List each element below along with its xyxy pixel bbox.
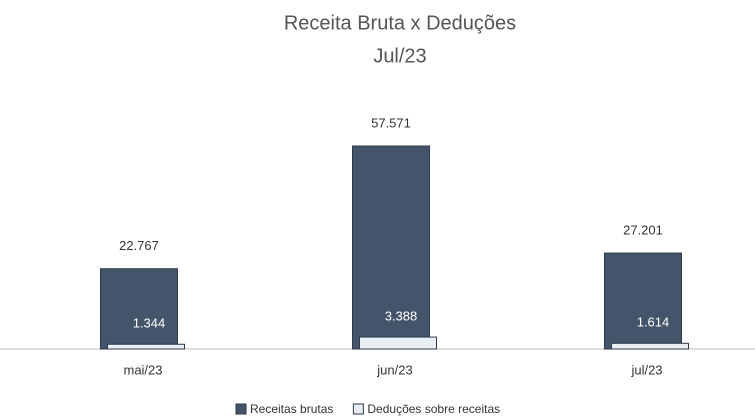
data-label: 22.767 <box>119 238 159 253</box>
bar <box>107 343 185 350</box>
chart-title: Receita Bruta x Deduções <box>284 12 516 34</box>
data-label: 3.388 <box>385 308 418 323</box>
data-label: 57.571 <box>371 115 411 130</box>
x-tick-label: jul/23 <box>630 362 662 377</box>
bar <box>604 252 682 350</box>
bar <box>100 268 178 350</box>
bar <box>611 342 689 350</box>
data-label: 1.344 <box>133 316 166 331</box>
legend-label: Deduções sobre receitas <box>367 402 500 416</box>
chart-subtitle: Jul/23 <box>373 45 426 67</box>
data-label: 27.201 <box>623 223 663 238</box>
bar <box>359 336 437 350</box>
x-tick-label: mai/23 <box>123 362 162 377</box>
legend-swatch <box>352 403 364 415</box>
data-label: 1.614 <box>637 315 670 330</box>
legend-swatch <box>235 403 247 415</box>
x-tick-label: jun/23 <box>376 362 412 377</box>
legend-label: Receitas brutas <box>250 402 333 416</box>
